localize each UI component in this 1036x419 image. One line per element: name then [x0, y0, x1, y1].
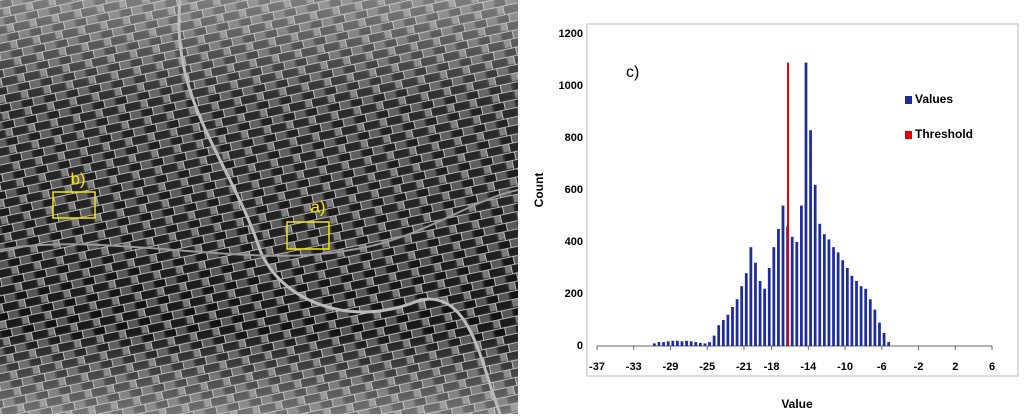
histogram-bar — [768, 268, 771, 346]
histogram-bar — [837, 252, 840, 346]
histogram-bar — [851, 276, 854, 346]
histogram-bar — [694, 342, 697, 346]
histogram-bar — [841, 260, 844, 346]
x-axis-label: Value — [781, 397, 813, 411]
satellite-image: b) a) — [0, 0, 518, 414]
histogram-bar — [713, 336, 716, 346]
x-tick-label: -10 — [837, 361, 853, 373]
y-tick-label: 0 — [577, 340, 583, 352]
x-tick-label: -6 — [877, 361, 887, 373]
histogram-bar — [791, 237, 794, 346]
histogram-bar — [745, 273, 748, 346]
histogram-bar — [809, 130, 812, 346]
legend-swatch — [905, 131, 912, 139]
histogram-bar — [878, 323, 881, 346]
histogram-bar — [708, 342, 711, 346]
histogram-bar — [759, 281, 762, 346]
histogram-bar — [681, 341, 684, 346]
y-tick-label: 1200 — [559, 28, 583, 40]
histogram-bar — [727, 315, 730, 346]
figure: b) a) c) Value Count 0 200 400 600 800 1000 12… — [0, 0, 1036, 414]
histogram-bar — [800, 206, 803, 346]
x-tick-label: -33 — [626, 361, 642, 373]
histogram-bar — [754, 263, 757, 346]
histogram-bar — [869, 299, 872, 346]
histogram-bar — [667, 341, 670, 346]
annotation: c) — [626, 64, 639, 81]
histogram-bar — [722, 320, 725, 346]
histogram-bar — [782, 206, 785, 346]
histogram-bar — [818, 224, 821, 346]
histogram-bar — [823, 234, 826, 346]
histogram-bar — [731, 307, 734, 346]
histogram-bar — [855, 281, 858, 346]
region-label: a) — [310, 197, 325, 216]
histogram-bar — [690, 341, 693, 346]
legend-label: Threshold — [915, 127, 973, 141]
histogram-bar — [676, 341, 679, 346]
histogram-bar — [860, 286, 863, 346]
x-tick-label: -14 — [800, 361, 817, 373]
y-tick-label: 800 — [565, 132, 583, 144]
histogram-bar — [653, 343, 656, 346]
x-tick-label: -21 — [736, 361, 752, 373]
histogram-bar — [763, 289, 766, 346]
x-tick-label: -37 — [589, 361, 605, 373]
histogram-bar — [832, 247, 835, 346]
x-tick-label: 6 — [989, 361, 995, 373]
histogram-bar — [887, 342, 890, 346]
histogram-bar — [740, 286, 743, 346]
histogram-bar — [736, 299, 739, 346]
y-tick-label: 600 — [565, 184, 583, 196]
histogram-bar — [828, 239, 831, 346]
histogram-bar — [662, 342, 665, 346]
y-axis-label: Count — [532, 173, 546, 208]
region-label: b) — [70, 169, 85, 188]
legend-swatch — [905, 96, 912, 104]
histogram-bar — [671, 341, 674, 346]
histogram-bar — [704, 343, 707, 346]
y-tick-label: 200 — [565, 288, 583, 300]
histogram-bar — [749, 247, 752, 346]
histogram-bar — [777, 229, 780, 346]
x-tick-label: -29 — [663, 361, 679, 373]
histogram-bar — [699, 343, 702, 346]
histogram-bar — [874, 310, 877, 346]
histogram-bar — [864, 289, 867, 346]
x-tick-label: 2 — [952, 361, 958, 373]
x-tick-label: -25 — [699, 361, 715, 373]
histogram-bar — [805, 63, 808, 346]
x-tick-label: -2 — [914, 361, 924, 373]
histogram-bar — [795, 242, 798, 346]
histogram-bar — [772, 247, 775, 346]
legend-label: Values — [915, 92, 953, 106]
histogram-bar — [846, 268, 849, 346]
x-tick-label: -18 — [764, 361, 780, 373]
histogram-bar — [883, 333, 886, 346]
histogram-bar — [717, 325, 720, 346]
histogram-bar — [685, 341, 688, 346]
y-tick-label: 400 — [565, 236, 583, 248]
histogram-bar — [658, 342, 661, 346]
y-tick-label: 1000 — [559, 80, 583, 92]
histogram-bar — [814, 185, 817, 346]
